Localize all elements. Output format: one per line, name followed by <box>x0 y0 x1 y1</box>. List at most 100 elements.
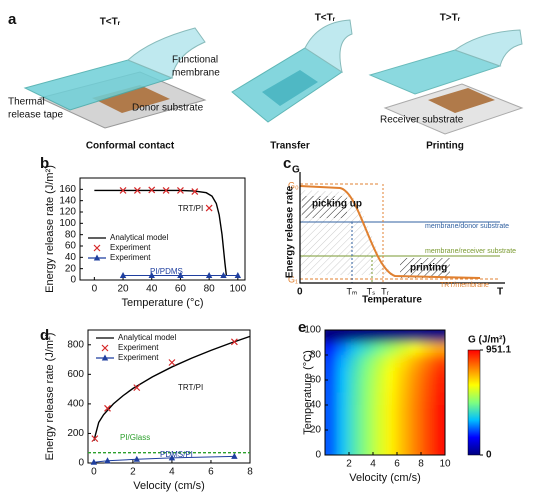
y-tick-label: 60 <box>310 375 322 386</box>
colorbar-title: G (J/m²) <box>468 335 506 346</box>
heat-cell <box>385 442 397 455</box>
heat-cell <box>337 330 349 343</box>
heat-cell <box>385 392 397 405</box>
tape-peel <box>453 29 523 67</box>
x-tick-label: 4 <box>169 467 175 478</box>
heat-cell <box>361 430 373 443</box>
heat-cell <box>421 430 433 443</box>
heat-cell <box>433 380 445 393</box>
marker <box>177 187 184 194</box>
y-tick-label: 140 <box>59 195 76 206</box>
marker <box>168 359 176 366</box>
legend-label: Experiment <box>110 253 151 262</box>
label: membrane/donor substrate <box>425 223 509 230</box>
colorbar-label: 0 <box>486 450 492 461</box>
x-tick-label: 2 <box>346 459 352 470</box>
legend-label: Experiment <box>118 353 159 362</box>
heat-cell <box>385 380 397 393</box>
annotation: PI/Glass <box>120 433 150 442</box>
heat-cell <box>325 380 337 393</box>
marker <box>133 187 141 194</box>
membrane-square <box>428 88 495 113</box>
heat-cell <box>421 342 433 355</box>
y-tick-label: 600 <box>67 369 84 380</box>
hatch <box>302 196 347 218</box>
marker <box>220 271 227 278</box>
x-axis-title: Temperature (°c) <box>121 297 203 309</box>
label: G₀ <box>288 180 299 190</box>
annotation: TRT/PI <box>178 383 203 392</box>
heat-cell <box>421 392 433 405</box>
x-tick-label: 100 <box>229 284 246 295</box>
marker <box>148 186 156 194</box>
label: Functional <box>172 55 218 66</box>
heat-cell <box>325 330 337 343</box>
marker <box>230 338 238 346</box>
x-tick-label: 8 <box>247 467 253 478</box>
label: Conformal contact <box>86 141 175 152</box>
heat-cell <box>397 342 409 355</box>
y-tick-label: 200 <box>67 428 84 439</box>
panel-letter: b <box>40 155 49 172</box>
heat-cell <box>373 405 385 418</box>
heat-cell <box>385 355 397 368</box>
heat-cell <box>325 430 337 443</box>
heat-cell <box>409 330 421 343</box>
heat-cell <box>421 442 433 455</box>
heat-cell <box>349 380 361 393</box>
heat-cell <box>409 417 421 430</box>
y-tick-label: 0 <box>315 450 321 461</box>
label: release tape <box>8 110 63 121</box>
annotation: TRT/PI <box>178 204 203 213</box>
heat-cell <box>373 330 385 343</box>
label: Donor substrate <box>132 103 204 114</box>
heat-cell <box>421 405 433 418</box>
heat-cell <box>361 442 373 455</box>
heat-cell <box>421 417 433 430</box>
label: Temperature <box>362 295 422 306</box>
label: TRT/membrane <box>440 282 489 289</box>
heat-cell <box>325 405 337 418</box>
y-tick-label: 160 <box>59 184 76 195</box>
heat-cell <box>385 367 397 380</box>
plot-frame <box>87 329 251 464</box>
heat-cell <box>337 367 349 380</box>
marker <box>205 271 213 278</box>
heat-cell <box>349 405 361 418</box>
heat-cell <box>409 442 421 455</box>
x-tick-label: 2 <box>130 467 136 478</box>
heat-cell <box>397 367 409 380</box>
x-tick-label: 80 <box>204 284 216 295</box>
hatch <box>400 258 450 278</box>
y-tick-label: 100 <box>304 325 321 336</box>
marker <box>191 188 199 196</box>
marker <box>168 454 176 461</box>
x-tick-label: 6 <box>208 467 214 478</box>
plot-frame <box>79 177 246 281</box>
heat-cell <box>397 330 409 343</box>
heat-cell <box>349 330 361 343</box>
heat-cell <box>433 405 445 418</box>
marker <box>104 404 111 412</box>
y-tick-label: 400 <box>67 399 84 410</box>
label: printing <box>410 263 447 274</box>
heat-cell <box>409 380 421 393</box>
marker <box>91 435 99 443</box>
heat-cell <box>397 380 409 393</box>
y-tick-label: 0 <box>70 275 76 286</box>
tape-peel <box>304 19 353 74</box>
heat-cell <box>325 367 337 380</box>
x-tick-label: 0 <box>92 284 98 295</box>
heat-cell <box>409 405 421 418</box>
y-tick-label: 0 <box>78 458 84 469</box>
heat-cell <box>385 405 397 418</box>
heat-cell <box>385 330 397 343</box>
heat-cell <box>373 342 385 355</box>
marker <box>205 204 213 212</box>
heat-cell <box>421 380 433 393</box>
heat-cell <box>349 355 361 368</box>
heat-cell <box>421 367 433 380</box>
y-tick-label: 800 <box>67 339 84 350</box>
label: 0 <box>297 287 303 298</box>
label: Printing <box>426 141 464 152</box>
